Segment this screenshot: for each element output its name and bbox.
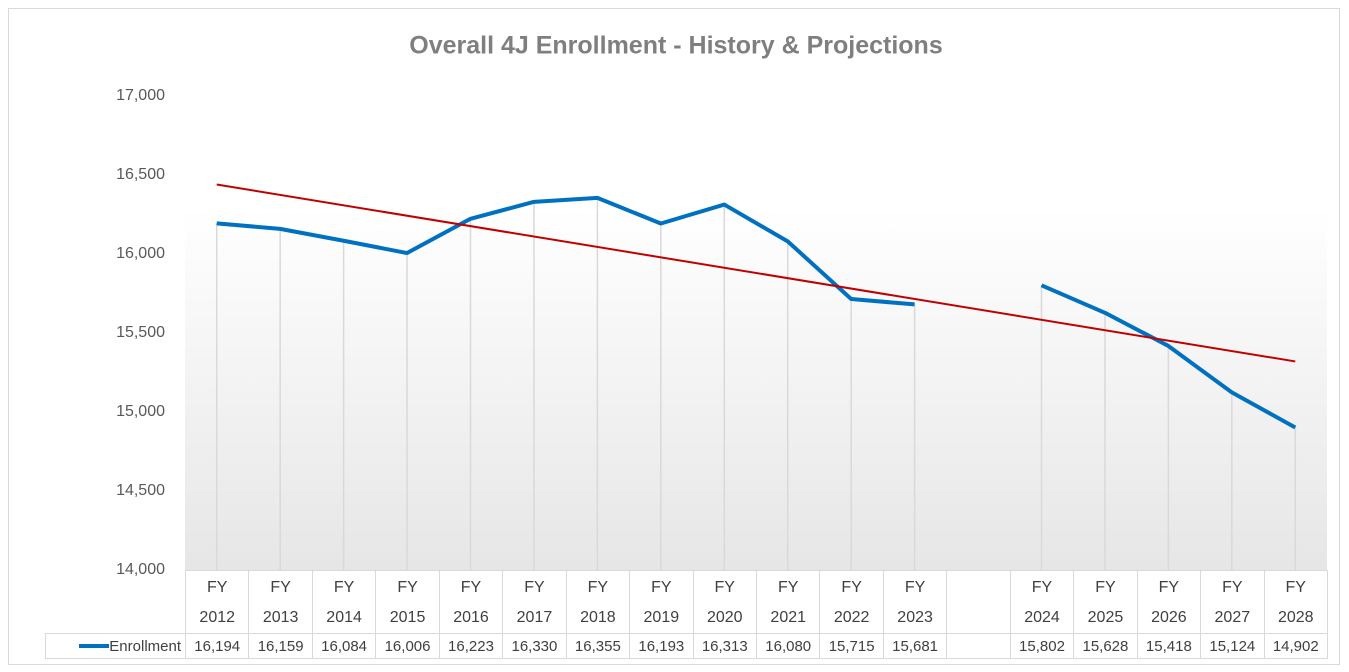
value-cell: 15,681 [882,633,948,659]
x-tick-label: FY 2027 [1214,578,1251,626]
x-tick-label: FY 2014 [326,578,362,626]
x-tick-label: FY 2012 [199,578,236,626]
category-cell: FY 2026 [1136,570,1202,634]
value-cell [946,633,1011,659]
category-cell [946,570,1011,634]
value-cell: 15,802 [1009,633,1075,659]
value-cell: 16,193 [629,633,694,659]
x-tick-label: FY 2022 [833,578,870,626]
y-tick-label: 16,500 [116,166,165,183]
x-tick-label: FY 2019 [643,578,680,626]
value-cell: 16,355 [565,633,631,659]
y-tick-label: 15,000 [116,403,165,420]
value-cell: 16,006 [375,633,440,659]
x-tick-label: FY 2017 [516,578,553,626]
trendline [216,183,1296,363]
value-cell: 15,124 [1200,633,1265,659]
x-tick-label: FY 2023 [897,578,933,626]
x-tick-label: FY 2028 [1277,578,1314,626]
legend-cell: Enrollment [45,633,186,659]
x-tick-label: FY 2016 [453,578,489,626]
category-cell: FY 2023 [882,570,948,634]
x-tick-label: FY 2018 [580,578,616,626]
category-cell: FY 2018 [565,570,631,634]
value-cell: 16,330 [502,633,567,659]
category-cell: FY 2024 [1009,570,1075,634]
category-cell: FY 2014 [311,570,377,634]
category-cell: FY 2028 [1263,570,1328,634]
category-cell: FY 2020 [692,570,757,634]
value-cell: 15,715 [819,633,884,659]
category-cell: FY 2016 [438,570,504,634]
x-tick-label: FY 2025 [1087,578,1124,626]
line [216,195,1297,430]
y-tick-label: 17,000 [116,87,165,104]
y-tick-label: 16,000 [116,245,165,262]
x-tick-label: FY 2020 [706,578,743,626]
value-cell: 16,080 [756,633,821,659]
category-cell: FY 2022 [819,570,884,634]
category-cell: FY 2015 [375,570,440,634]
x-tick-label: FY 2024 [1024,578,1060,626]
category-cell: FY 2012 [185,570,250,634]
value-cell: 16,223 [438,633,504,659]
category-cell: FY 2017 [502,570,567,634]
category-cell: FY 2021 [756,570,821,634]
y-tick-label: 14,000 [116,561,165,578]
category-cell: FY 2013 [248,570,313,634]
value-cell: 16,313 [692,633,757,659]
value-cell: 15,628 [1073,633,1138,659]
value-cell: 15,418 [1136,633,1202,659]
value-cell: 16,084 [311,633,377,659]
x-tick-label: FY 2026 [1151,578,1187,626]
y-tick-label: 15,500 [116,324,165,341]
category-cell: FY 2025 [1073,570,1138,634]
legend-key [79,644,110,648]
plot-background [185,206,1327,570]
value-cell: 14,902 [1263,633,1328,659]
legend-label: Enrollment [109,637,181,655]
category-cell: FY 2019 [629,570,694,634]
chart-title: Overall 4J Enrollment - History & Projec… [409,32,942,60]
category-cell: FY 2027 [1200,570,1265,634]
value-cell: 16,194 [185,633,250,659]
value-cell: 16,159 [248,633,313,659]
y-tick-label: 14,500 [116,482,165,499]
x-tick-label: FY 2013 [262,578,299,626]
x-tick-label: FY 2015 [389,578,426,626]
x-tick-label: FY 2021 [770,578,807,626]
